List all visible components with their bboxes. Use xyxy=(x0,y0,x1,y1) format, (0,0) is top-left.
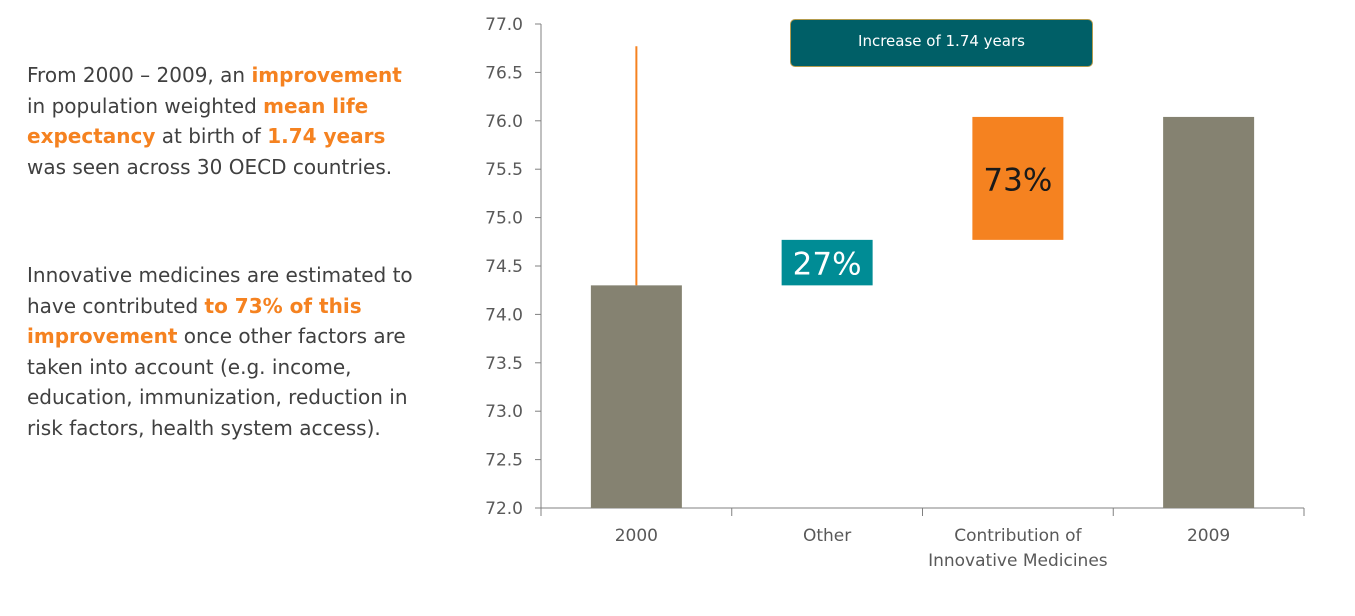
bar-2000 xyxy=(590,285,682,508)
y-tick-label: 75.5 xyxy=(485,160,523,180)
text-run: in population weighted xyxy=(27,93,264,118)
highlighted-phrase: mean life expectancy xyxy=(27,93,369,149)
text-run: From 2000 – 2009, an xyxy=(27,63,252,87)
bar-contribution-of-innovative-medicines xyxy=(972,116,1064,240)
x-category-label: Contribution of Innovative Medicines xyxy=(928,526,1108,571)
description-text-panel: From 2000 – 2009, an improvement in popu… xyxy=(27,60,417,443)
y-tick-label: 75.0 xyxy=(485,209,523,229)
y-tick-label: 72.0 xyxy=(485,499,523,519)
bar-other xyxy=(781,239,873,286)
y-tick-label: 72.5 xyxy=(485,451,523,471)
bar-data-label: 73% xyxy=(983,162,1052,198)
highlighted-phrase: to 73% of this improvement xyxy=(27,293,362,349)
y-tick-label: 73.5 xyxy=(485,354,523,374)
text-run: was seen across 30 OECD countries. xyxy=(27,154,393,179)
increase-callout-box: Increase of 1.74 years xyxy=(790,19,1093,67)
text-run: once other factors are taken into accoun… xyxy=(27,324,408,440)
y-tick-label: 74.0 xyxy=(485,305,523,325)
paragraph-innovative-medicines: Innovative medicines are estimated to ha… xyxy=(27,260,417,443)
x-category-label: 2009 xyxy=(1187,526,1230,546)
text-run: Innovative medicines are estimated to ha… xyxy=(27,263,413,318)
increase-callout-label: Increase of 1.74 years xyxy=(858,32,1025,50)
text-run: at birth of xyxy=(155,124,268,148)
y-tick-label: 76.0 xyxy=(485,112,523,132)
y-tick-label: 77.0 xyxy=(485,15,523,35)
bar-data-label: 27% xyxy=(793,247,862,283)
x-category-label: Other xyxy=(803,526,851,546)
paragraph-life-expectancy: From 2000 – 2009, an improvement in popu… xyxy=(27,60,417,182)
highlighted-phrase: improvement xyxy=(251,63,402,87)
y-tick-label: 73.0 xyxy=(485,402,523,422)
x-category-label: 2000 xyxy=(615,526,658,546)
y-tick-label: 74.5 xyxy=(485,257,523,277)
highlighted-phrase: 1.74 years xyxy=(267,124,386,148)
y-tick-label: 76.5 xyxy=(485,63,523,83)
bar-2009 xyxy=(1163,116,1255,508)
